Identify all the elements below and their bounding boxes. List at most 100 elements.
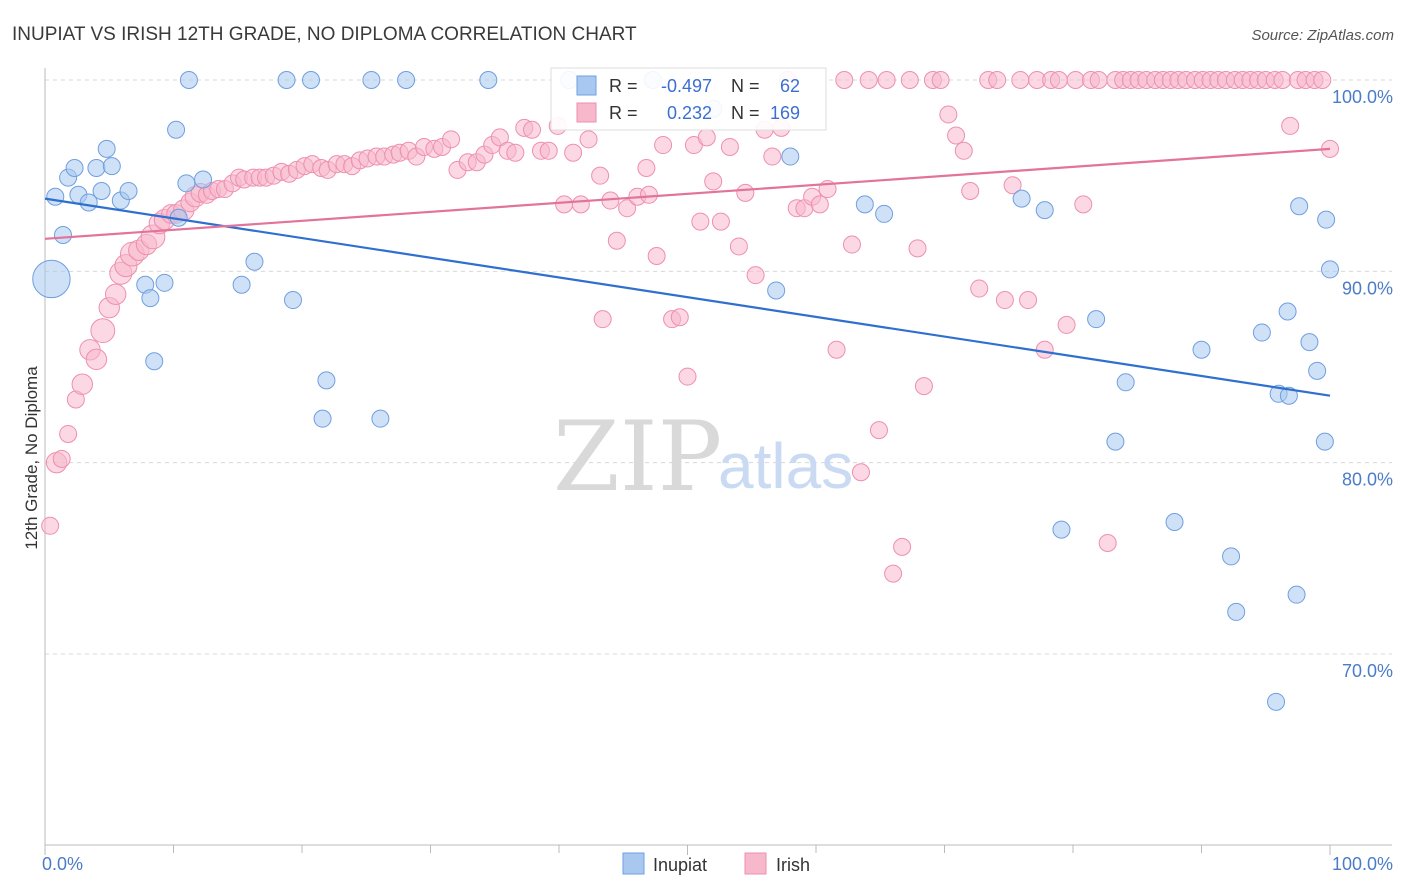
point-inupiat-36 xyxy=(767,281,786,300)
point-irish-122 xyxy=(954,141,973,160)
point-inupiat-9 xyxy=(97,139,116,158)
y-tick-label-3: 70.0% xyxy=(1342,661,1393,681)
point-irish-107 xyxy=(835,71,854,89)
point-irish-87 xyxy=(678,367,697,386)
point-irish-8 xyxy=(90,318,116,344)
point-irish-113 xyxy=(884,564,903,583)
point-irish-73 xyxy=(571,195,590,214)
stats-n-value-irish: 169 xyxy=(770,103,800,123)
x-tick-label-1: 100.0% xyxy=(1332,854,1393,874)
point-inupiat-38 xyxy=(855,195,874,214)
y-tick-label-1: 90.0% xyxy=(1342,278,1393,298)
point-inupiat-49 xyxy=(1227,602,1246,621)
point-irish-116 xyxy=(908,239,927,258)
point-irish-72 xyxy=(564,143,583,162)
point-irish-163 xyxy=(1281,116,1300,135)
point-inupiat-29 xyxy=(362,71,381,89)
point-irish-134 xyxy=(1049,71,1068,89)
point-irish-112 xyxy=(877,71,896,89)
point-irish-84 xyxy=(654,136,673,155)
point-inupiat-20 xyxy=(179,71,198,89)
point-inupiat-56 xyxy=(1290,197,1309,216)
point-irish-95 xyxy=(736,183,755,202)
stats-box: R = -0.497 N = 62 R = 0.232 N = 169 xyxy=(550,67,827,131)
point-inupiat-17 xyxy=(167,120,186,139)
point-inupiat-4 xyxy=(65,159,84,178)
point-inupiat-47 xyxy=(1192,340,1211,359)
point-inupiat-54 xyxy=(1279,386,1298,405)
point-irish-71 xyxy=(555,195,574,214)
point-inupiat-53 xyxy=(1278,302,1297,321)
point-inupiat-40 xyxy=(1012,189,1031,208)
point-inupiat-19 xyxy=(177,174,196,193)
point-irish-162 xyxy=(1273,71,1292,89)
point-inupiat-8 xyxy=(92,181,111,200)
point-irish-78 xyxy=(607,231,626,250)
point-inupiat-44 xyxy=(1106,432,1125,451)
point-irish-115 xyxy=(900,71,919,89)
point-inupiat-37 xyxy=(781,147,800,166)
point-irish-86 xyxy=(670,308,689,327)
point-irish-110 xyxy=(859,71,878,89)
point-inupiat-42 xyxy=(1052,520,1071,539)
point-irish-109 xyxy=(851,463,870,482)
point-inupiat-22 xyxy=(232,275,251,294)
point-irish-75 xyxy=(591,166,610,185)
point-irish-114 xyxy=(893,537,912,556)
watermark-atlas: atlas xyxy=(718,430,853,502)
point-inupiat-45 xyxy=(1116,373,1135,392)
point-inupiat-30 xyxy=(371,409,390,428)
axes xyxy=(44,68,1392,855)
point-inupiat-0 xyxy=(32,259,71,299)
trend-line-irish xyxy=(44,147,1331,240)
point-irish-90 xyxy=(697,128,716,147)
point-irish-92 xyxy=(711,212,730,231)
point-inupiat-1 xyxy=(46,187,65,206)
point-inupiat-28 xyxy=(317,371,336,390)
point-inupiat-60 xyxy=(1317,210,1336,229)
point-irish-65 xyxy=(506,143,525,162)
point-inupiat-57 xyxy=(1300,333,1319,352)
point-irish-98 xyxy=(763,147,782,166)
point-irish-96 xyxy=(746,266,765,285)
point-irish-123 xyxy=(961,181,980,200)
point-inupiat-43 xyxy=(1087,310,1106,329)
watermark: ZIP atlas xyxy=(553,401,853,513)
point-inupiat-21 xyxy=(194,170,213,189)
point-irish-10 xyxy=(104,283,127,305)
point-inupiat-39 xyxy=(875,204,894,223)
point-irish-108 xyxy=(842,235,861,254)
stats-r-value-inupiat: -0.497 xyxy=(661,76,712,96)
y-axis-label: 12th Grade, No Diploma xyxy=(22,366,41,550)
point-irish-83 xyxy=(647,247,666,266)
point-irish-129 xyxy=(1011,71,1030,89)
point-irish-81 xyxy=(637,159,656,178)
point-inupiat-41 xyxy=(1035,201,1054,220)
point-irish-106 xyxy=(827,340,846,359)
point-irish-69 xyxy=(539,141,558,160)
point-inupiat-7 xyxy=(87,159,106,178)
trend-line-inupiat xyxy=(44,197,1331,397)
point-inupiat-10 xyxy=(102,157,121,176)
x-tick-label-0: 0.0% xyxy=(42,854,83,874)
point-irish-94 xyxy=(729,237,748,256)
legend-label-inupiat: Inupiat xyxy=(653,855,707,875)
point-irish-137 xyxy=(1074,195,1093,214)
point-irish-3 xyxy=(59,424,78,443)
point-irish-167 xyxy=(1313,71,1332,89)
point-irish-76 xyxy=(593,310,612,329)
point-irish-140 xyxy=(1098,534,1117,553)
x-tick-labels: 0.0% 100.0% xyxy=(42,854,1393,874)
stats-n-label-inupiat: N = xyxy=(731,76,760,96)
point-irish-2 xyxy=(52,449,71,468)
stats-n-label-irish: N = xyxy=(731,103,760,123)
point-irish-91 xyxy=(704,172,723,191)
point-inupiat-14 xyxy=(141,289,160,308)
point-irish-139 xyxy=(1089,71,1108,89)
y-tick-label-0: 100.0% xyxy=(1332,87,1393,107)
point-irish-0 xyxy=(41,516,60,535)
point-irish-67 xyxy=(523,120,542,139)
legend-swatch-irish xyxy=(744,852,767,875)
point-inupiat-59 xyxy=(1315,432,1334,451)
watermark-zip: ZIP xyxy=(553,401,722,513)
